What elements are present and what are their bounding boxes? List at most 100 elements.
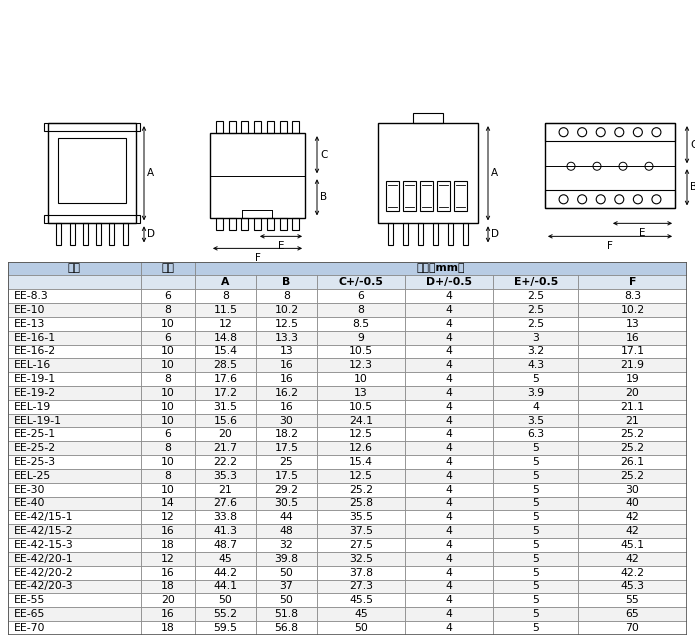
Bar: [493, 593, 578, 607]
Bar: [8, 427, 140, 441]
Bar: [8, 386, 140, 400]
Text: 10: 10: [161, 457, 174, 467]
Text: 22.2: 22.2: [213, 457, 238, 467]
Text: 4: 4: [445, 374, 452, 384]
Text: 10: 10: [161, 415, 174, 426]
Bar: [195, 593, 256, 607]
Bar: [386, 181, 399, 211]
Text: 55: 55: [626, 595, 639, 605]
Bar: [317, 413, 405, 427]
Bar: [317, 427, 405, 441]
Text: 尺寸（mm）: 尺寸（mm）: [416, 263, 465, 274]
Text: EE-16-1: EE-16-1: [14, 332, 56, 343]
Bar: [405, 538, 493, 552]
Text: 4: 4: [445, 457, 452, 467]
Text: EE-25-1: EE-25-1: [14, 429, 56, 440]
Bar: [256, 317, 317, 330]
Text: B: B: [690, 182, 695, 192]
Bar: [578, 303, 687, 317]
Bar: [418, 223, 423, 246]
Bar: [8, 566, 140, 579]
Text: 4: 4: [445, 305, 452, 315]
Bar: [8, 538, 140, 552]
Bar: [578, 441, 687, 455]
Bar: [8, 552, 140, 566]
Bar: [433, 223, 438, 246]
Bar: [140, 372, 195, 386]
Text: 45.1: 45.1: [621, 540, 644, 550]
Text: 12.5: 12.5: [349, 429, 373, 440]
Text: A: A: [491, 168, 498, 178]
Bar: [140, 345, 195, 359]
Text: 6: 6: [164, 291, 171, 301]
Bar: [317, 593, 405, 607]
Text: D: D: [491, 229, 499, 239]
Bar: [256, 621, 317, 635]
Text: 4: 4: [445, 415, 452, 426]
Text: 13: 13: [354, 388, 368, 398]
Text: 5: 5: [532, 595, 539, 605]
Bar: [140, 538, 195, 552]
Bar: [578, 579, 687, 593]
Text: F: F: [254, 253, 261, 263]
Text: EE-55: EE-55: [14, 595, 45, 605]
Text: 16: 16: [279, 402, 293, 412]
Text: 33.8: 33.8: [213, 512, 238, 523]
Text: 12.5: 12.5: [349, 471, 373, 481]
Text: 50: 50: [279, 568, 293, 577]
Bar: [256, 566, 317, 579]
Text: 15.6: 15.6: [213, 415, 238, 426]
Text: 4.3: 4.3: [528, 360, 544, 370]
Bar: [405, 317, 493, 330]
Bar: [317, 386, 405, 400]
Bar: [8, 593, 140, 607]
Text: 11.5: 11.5: [213, 305, 238, 315]
Bar: [195, 289, 256, 303]
Bar: [578, 359, 687, 372]
Text: F: F: [607, 241, 613, 251]
Bar: [140, 289, 195, 303]
Bar: [140, 427, 195, 441]
Text: 31.5: 31.5: [213, 402, 238, 412]
Text: 21.9: 21.9: [621, 360, 644, 370]
Text: EE-19-1: EE-19-1: [14, 374, 56, 384]
Bar: [123, 223, 128, 246]
Bar: [267, 218, 274, 230]
Text: 44.2: 44.2: [213, 568, 238, 577]
Text: 32: 32: [279, 540, 293, 550]
Text: 45: 45: [354, 609, 368, 619]
Text: 4: 4: [445, 609, 452, 619]
Text: 5: 5: [532, 498, 539, 508]
Text: 5: 5: [532, 540, 539, 550]
Bar: [405, 593, 493, 607]
Text: 17.6: 17.6: [213, 374, 238, 384]
Text: EE-16-2: EE-16-2: [14, 346, 56, 357]
Text: 17.5: 17.5: [275, 471, 298, 481]
Bar: [256, 510, 317, 524]
Bar: [545, 190, 675, 209]
Bar: [578, 469, 687, 483]
Bar: [140, 524, 195, 538]
Text: A: A: [147, 168, 154, 178]
Bar: [195, 621, 256, 635]
Text: 50: 50: [279, 595, 293, 605]
Bar: [493, 372, 578, 386]
Bar: [578, 330, 687, 345]
Text: 16.2: 16.2: [275, 388, 298, 398]
Bar: [493, 359, 578, 372]
Text: 8.5: 8.5: [352, 319, 370, 329]
Bar: [140, 413, 195, 427]
Bar: [317, 330, 405, 345]
Bar: [140, 469, 195, 483]
Bar: [195, 496, 256, 510]
Bar: [195, 469, 256, 483]
Bar: [317, 303, 405, 317]
Bar: [140, 317, 195, 330]
Text: 65: 65: [626, 609, 639, 619]
Text: C: C: [320, 150, 327, 160]
Text: 13.3: 13.3: [275, 332, 298, 343]
Bar: [8, 524, 140, 538]
Bar: [56, 223, 61, 246]
Text: 10: 10: [161, 360, 174, 370]
Text: 4: 4: [445, 429, 452, 440]
